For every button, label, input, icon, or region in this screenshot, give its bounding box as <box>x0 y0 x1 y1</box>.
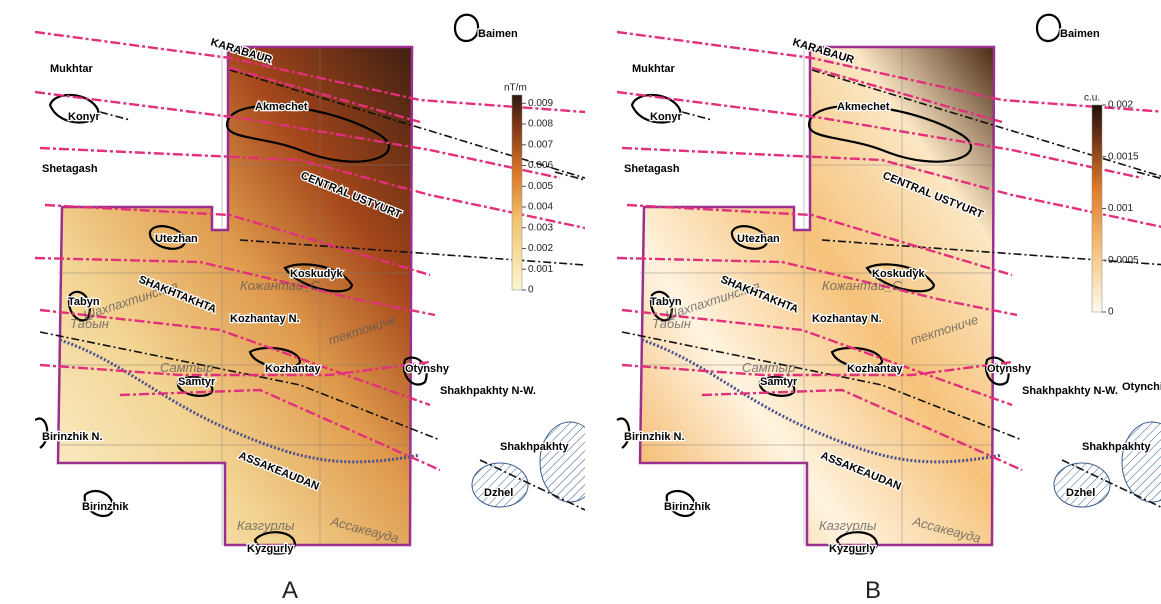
study-area <box>58 47 412 545</box>
colorbar <box>1092 105 1102 312</box>
place-label: Otynshy <box>987 363 1032 375</box>
colorbar-tick-label: 0.0005 <box>1108 255 1139 266</box>
russian-label: Казгурлы <box>819 518 877 533</box>
place-label: Kozhantay <box>265 363 322 375</box>
place-label: Mukhtar <box>50 63 94 75</box>
colorbar-tick-label: 0.009 <box>528 98 553 109</box>
place-label: Kozhantay N. <box>230 313 300 325</box>
russian-label: Кожантай_С. <box>822 278 905 293</box>
place-label: Birinzhik <box>82 501 129 513</box>
fault-line <box>100 112 130 120</box>
map-panel: ШахпахтинскаятектоничеКожантай_С.ТабынСа… <box>617 15 1161 555</box>
colorbar-tick-label: 0.007 <box>528 139 553 150</box>
place-label: Kyzgurly <box>247 543 294 555</box>
place-label: Tabyn <box>68 296 100 308</box>
place-label: Shakhpakhty <box>1082 441 1151 453</box>
russian-label: Табын <box>70 316 109 331</box>
place-label: Dzhel <box>1066 487 1095 499</box>
place-label: Dzhel <box>484 487 513 499</box>
place-label: Birinzhik N. <box>42 431 103 443</box>
russian-label: Самтыр <box>160 360 213 375</box>
place-label: Kozhantay <box>847 363 904 375</box>
colorbar <box>512 95 522 290</box>
map-layer: ШахпахтинскаятектоничеКожантай_С.ТабынСа… <box>617 15 1161 555</box>
colorbar-tick-label: 0.002 <box>528 243 553 254</box>
colorbar-tick-label: 0 <box>1108 307 1114 318</box>
colorbar-tick-label: 0.004 <box>528 202 553 213</box>
place-label: Kozhantay N. <box>812 313 882 325</box>
place-label: Birinzhik <box>664 501 711 513</box>
place-label: Samtyr <box>178 376 216 388</box>
place-label: Shakhpakhty N-W. <box>1022 385 1118 397</box>
study-area <box>640 47 994 545</box>
place-label: Konyr <box>68 111 101 123</box>
place-label: Konyr <box>650 111 683 123</box>
colorbar-tick-label: 0.006 <box>528 160 553 171</box>
panel-label: A <box>282 577 298 604</box>
colorbar-tick-label: 0.008 <box>528 119 553 130</box>
place-label: Koskudyk <box>290 268 343 280</box>
hatched-area <box>1122 422 1161 502</box>
colorbar-tick-label: 0.003 <box>528 222 553 233</box>
place-label: Shakhpakhty <box>500 441 569 453</box>
place-label: Shakhpakhty N-W. <box>440 385 536 397</box>
colorbar-unit: nT/m <box>504 83 527 94</box>
place-label: Kyzgurly <box>829 543 876 555</box>
fault-line <box>682 112 712 120</box>
colorbar-tick-label: 0.005 <box>528 181 553 192</box>
place-label: Otynshy <box>405 363 450 375</box>
place-label: Baimen <box>1060 28 1100 40</box>
russian-label: Казгурлы <box>237 518 295 533</box>
panel-label: B <box>865 577 881 604</box>
colorbar-tick-label: 0.0015 <box>1108 151 1139 162</box>
place-label: Samtyr <box>760 376 798 388</box>
place-label: Utezhan <box>737 233 780 245</box>
place-label: Mukhtar <box>632 63 676 75</box>
place-label: Akmechet <box>255 101 308 113</box>
russian-label: Самтыр <box>742 360 795 375</box>
russian-label: Табын <box>652 316 691 331</box>
colorbar-tick-label: 0 <box>528 285 534 296</box>
hatched-area <box>540 422 600 502</box>
colorbar-tick-label: 0.002 <box>1108 100 1133 111</box>
structure-outline <box>1037 15 1060 41</box>
place-label: Otynchi <box>1122 381 1161 393</box>
russian-label: Кожантай_С. <box>240 278 323 293</box>
place-label: Shetagash <box>624 163 680 175</box>
place-label: Birinzhik N. <box>624 431 685 443</box>
place-label: Akmechet <box>837 101 890 113</box>
place-label: Koskudyk <box>872 268 925 280</box>
place-label: Baimen <box>478 28 518 40</box>
figure: ШахпахтинскаятектоничеКожантай_С.ТабынСа… <box>0 0 1161 604</box>
colorbar-unit: c.u. <box>1084 93 1100 104</box>
place-label: Tabyn <box>650 296 682 308</box>
colorbar-tick-label: 0.001 <box>1108 203 1133 214</box>
place-label: Utezhan <box>155 233 198 245</box>
place-label: Shetagash <box>42 163 98 175</box>
colorbar-tick-label: 0.001 <box>528 264 553 275</box>
structure-outline <box>455 15 478 41</box>
